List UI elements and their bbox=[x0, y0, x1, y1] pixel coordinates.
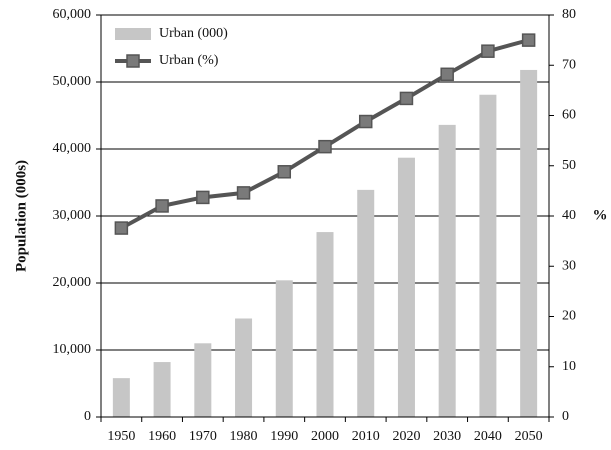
x-tick-label: 1960 bbox=[148, 429, 176, 444]
legend-label: Urban (%) bbox=[159, 53, 219, 68]
marker bbox=[114, 221, 129, 235]
line bbox=[120, 38, 530, 230]
y2-tick-label: 60 bbox=[562, 108, 576, 123]
bar bbox=[194, 343, 212, 417]
y-tick-label: 20,000 bbox=[53, 275, 92, 290]
x-tick-label: 2020 bbox=[392, 429, 420, 444]
x-tick-label: 2040 bbox=[474, 429, 502, 444]
y-tick-label: 0 bbox=[84, 409, 91, 424]
y2-tick-label: 30 bbox=[562, 258, 576, 273]
y2-tick-label: 50 bbox=[562, 158, 576, 173]
legend-swatch bbox=[115, 28, 151, 40]
x-tick-label: 1980 bbox=[230, 429, 258, 444]
bar bbox=[153, 362, 171, 417]
x-tick-label: 2010 bbox=[352, 429, 380, 444]
bar bbox=[357, 189, 375, 417]
x-tick-label: 1950 bbox=[107, 429, 135, 444]
bar bbox=[520, 69, 538, 417]
marker bbox=[481, 44, 495, 58]
y-axis-title: Population (000s) bbox=[13, 160, 29, 272]
y2-tick-label: 20 bbox=[562, 309, 576, 324]
marker bbox=[318, 139, 332, 154]
y-tick-label: 50,000 bbox=[53, 74, 92, 89]
y2-axis-title: % bbox=[593, 207, 608, 223]
bar bbox=[479, 94, 497, 417]
x-tick-label: 1970 bbox=[189, 429, 217, 444]
bar bbox=[275, 280, 293, 417]
x-tick-label: 2030 bbox=[433, 429, 461, 444]
y2-tick-label: 40 bbox=[562, 208, 576, 223]
y2-tick-label: 0 bbox=[562, 409, 569, 424]
y-tick-label: 60,000 bbox=[53, 7, 92, 22]
bar bbox=[438, 124, 456, 417]
x-tick-label: 1990 bbox=[270, 429, 298, 444]
x-tick-label: 2000 bbox=[311, 429, 339, 444]
legend-swatch bbox=[126, 54, 140, 68]
y-tick-label: 40,000 bbox=[53, 141, 92, 156]
bar bbox=[235, 318, 253, 417]
x-tick-label: 2050 bbox=[515, 429, 543, 444]
bar bbox=[316, 232, 334, 417]
y-tick-label: 30,000 bbox=[53, 208, 92, 223]
marker bbox=[440, 67, 454, 82]
y2-tick-label: 80 bbox=[562, 7, 576, 22]
legend-label: Urban (000) bbox=[159, 26, 228, 41]
marker bbox=[196, 190, 210, 205]
y2-tick-label: 70 bbox=[562, 57, 576, 72]
marker bbox=[521, 33, 536, 47]
marker bbox=[236, 186, 251, 200]
y-tick-label: 10,000 bbox=[53, 342, 92, 357]
marker bbox=[399, 91, 414, 106]
bar bbox=[112, 378, 130, 417]
marker bbox=[358, 114, 373, 129]
y2-tick-label: 10 bbox=[562, 359, 576, 374]
marker bbox=[155, 199, 169, 213]
bar bbox=[397, 157, 415, 417]
marker bbox=[277, 165, 292, 179]
